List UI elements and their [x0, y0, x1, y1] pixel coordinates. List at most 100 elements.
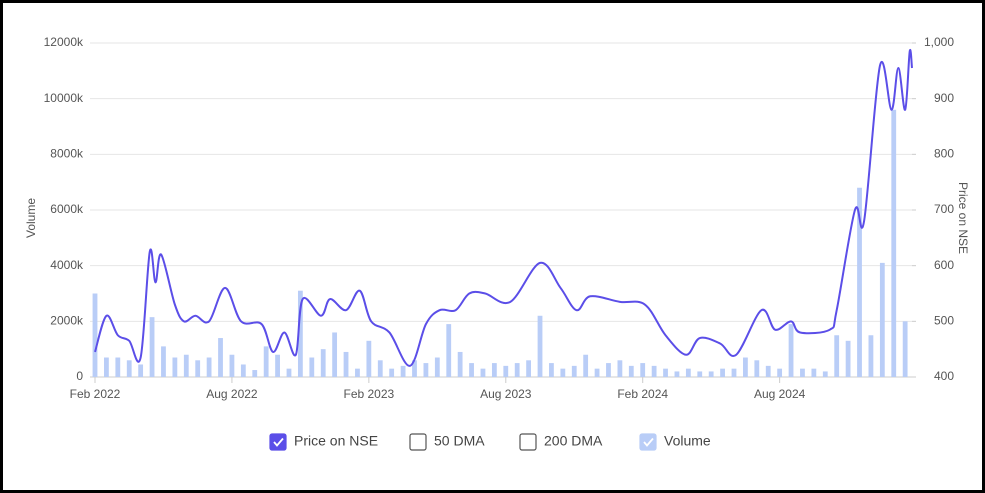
- legend-check: [273, 437, 284, 447]
- y2-axis-label: Price on NSE: [956, 182, 970, 254]
- volume-bar: [571, 365, 577, 377]
- y-tick-label: 6000k: [50, 202, 84, 216]
- y-tick-label: 0: [76, 369, 83, 383]
- volume-bar: [674, 371, 680, 377]
- volume-bar: [549, 363, 554, 377]
- volume-bar: [252, 370, 258, 377]
- volume-bar: [161, 346, 166, 377]
- volume-bar: [206, 357, 212, 377]
- volume-bar: [754, 360, 760, 377]
- volume-bar: [902, 321, 908, 377]
- y2-tick-label: 1,000: [924, 35, 954, 49]
- y-axis-label: Volume: [24, 198, 38, 238]
- volume-bar: [457, 351, 463, 377]
- volume-bar: [879, 262, 885, 377]
- volume-bar: [309, 357, 315, 377]
- legend-label[interactable]: Price on NSE: [294, 433, 378, 449]
- volume-bar: [366, 340, 372, 377]
- volume-bar: [229, 354, 235, 377]
- x-tick-label: Aug 2022: [206, 387, 258, 401]
- price-line: [94, 48, 913, 367]
- volume-bar: [423, 363, 429, 377]
- volume-bar: [617, 360, 623, 377]
- volume-bar: [628, 365, 634, 377]
- volume-bar: [594, 368, 600, 377]
- volume-bar: [811, 368, 817, 377]
- legend-checkbox[interactable]: [639, 433, 657, 451]
- volume-bar: [788, 324, 794, 377]
- volume-bar: [434, 357, 440, 377]
- volume-bar: [320, 349, 326, 377]
- volume-bar: [697, 371, 703, 377]
- volume-bar: [606, 363, 611, 377]
- volume-bar: [104, 357, 109, 377]
- volume-bar: [149, 317, 155, 377]
- volume-bar: [286, 368, 292, 377]
- legend-label[interactable]: 50 DMA: [434, 433, 485, 449]
- volume-bar: [514, 363, 520, 377]
- volume-bar: [172, 357, 178, 377]
- volume-bar: [446, 324, 452, 377]
- volume-bar: [138, 364, 144, 377]
- legend-checkbox[interactable]: [269, 433, 287, 451]
- y2-tick-label: 800: [934, 147, 954, 161]
- legend-checkbox[interactable]: [409, 433, 427, 451]
- volume-bar: [822, 371, 828, 377]
- legend-check: [643, 437, 654, 447]
- volume-bar: [583, 354, 589, 377]
- volume-bar: [720, 368, 725, 377]
- volume-bar: [765, 365, 771, 377]
- volume-bar: [480, 368, 486, 377]
- volume-bar: [800, 368, 805, 377]
- x-tick-label: Feb 2024: [617, 387, 668, 401]
- y2-tick-label: 600: [934, 258, 954, 272]
- x-tick-label: Feb 2023: [343, 387, 394, 401]
- volume-bar: [92, 293, 98, 377]
- volume-bar: [834, 335, 840, 377]
- volume-bar: [857, 187, 862, 377]
- legend-checkbox[interactable]: [519, 433, 537, 451]
- legend-label[interactable]: 200 DMA: [544, 433, 603, 449]
- legend-label[interactable]: Volume: [664, 433, 711, 449]
- volume-bar: [332, 332, 338, 377]
- volume-bar: [503, 365, 509, 377]
- y2-tick-label: 700: [934, 202, 954, 216]
- y2-tick-label: 900: [934, 91, 954, 105]
- volume-bar: [275, 354, 280, 377]
- volume-bar: [868, 335, 874, 377]
- volume-bar: [663, 368, 668, 377]
- volume-bar: [263, 346, 269, 377]
- y-tick-label: 12000k: [44, 35, 84, 49]
- volume-bar: [685, 368, 691, 377]
- volume-bar: [651, 365, 657, 377]
- volume-bar: [526, 360, 532, 377]
- y-tick-label: 2000k: [50, 314, 84, 328]
- x-tick-label: Aug 2024: [754, 387, 806, 401]
- volume-bar: [297, 290, 303, 377]
- y2-tick-label: 400: [934, 369, 954, 383]
- volume-bar: [537, 315, 543, 377]
- x-tick-label: Aug 2023: [480, 387, 532, 401]
- volume-bar: [777, 368, 783, 377]
- volume-bar: [743, 357, 748, 377]
- volume-bar: [195, 360, 201, 377]
- volume-bar: [731, 368, 737, 377]
- volume-bar: [491, 363, 497, 377]
- y-tick-label: 10000k: [44, 91, 84, 105]
- volume-bar: [412, 360, 417, 377]
- y-tick-label: 8000k: [50, 147, 84, 161]
- volume-bar: [389, 368, 395, 377]
- volume-bar: [891, 109, 897, 378]
- volume-bar: [115, 357, 121, 377]
- volume-bar: [845, 340, 851, 377]
- volume-bar: [355, 368, 360, 377]
- volume-bar: [183, 354, 189, 377]
- volume-bar: [343, 351, 349, 377]
- x-tick-label: Feb 2022: [70, 387, 121, 401]
- volume-bar: [377, 360, 383, 377]
- volume-bar: [708, 371, 714, 377]
- volume-bar: [640, 363, 646, 377]
- volume-bar: [469, 363, 474, 377]
- volume-bar: [400, 365, 406, 377]
